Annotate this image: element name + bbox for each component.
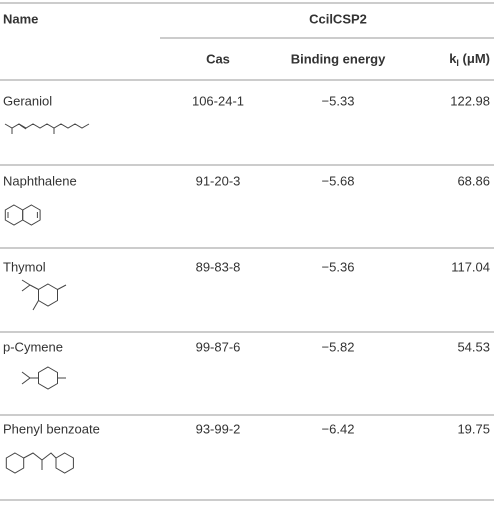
structure <box>21 279 67 311</box>
energy-cell: −5.68 <box>322 173 355 188</box>
ki-cell: 117.04 <box>451 259 490 274</box>
name-cell: Thymol <box>3 259 46 274</box>
name-cell: Naphthalene <box>3 173 77 188</box>
header-cas: Cas <box>206 51 230 66</box>
energy-cell: −6.42 <box>322 421 355 436</box>
name-cell: p-Cymene <box>3 339 63 354</box>
cas-cell: 93-99-2 <box>196 421 241 436</box>
structure <box>4 204 41 226</box>
ki-cell: 19.75 <box>457 421 490 436</box>
structure <box>5 452 74 474</box>
name-cell: Phenyl benzoate <box>3 421 100 436</box>
ki-sub: I <box>456 58 459 68</box>
ki-cell: 68.86 <box>457 173 490 188</box>
header-group: CcilCSP2 <box>309 11 367 26</box>
name-cell: Geraniol <box>3 93 52 108</box>
energy-cell: −5.33 <box>322 93 355 108</box>
ki-cell: 54.53 <box>457 339 490 354</box>
rows: Geraniol 106-24-1 −5.33 122.98 Naphthalene 91… <box>0 93 494 501</box>
cas-cell: 106-24-1 <box>192 93 244 108</box>
energy-cell: −5.36 <box>322 259 355 274</box>
cas-cell: 89-83-8 <box>196 259 241 274</box>
ki-main: k <box>449 51 457 66</box>
energy-cell: −5.82 <box>322 339 355 354</box>
ki-cell: 122.98 <box>450 93 490 108</box>
cas-cell: 91-20-3 <box>196 173 241 188</box>
header-energy: Binding energy <box>291 51 386 66</box>
ki-rest: (μM) <box>459 51 490 66</box>
header-name: Name <box>3 11 38 26</box>
cas-cell: 99-87-6 <box>196 339 241 354</box>
structure <box>4 123 90 134</box>
header-ki: kI (μM) <box>449 51 490 68</box>
structure <box>21 366 66 390</box>
